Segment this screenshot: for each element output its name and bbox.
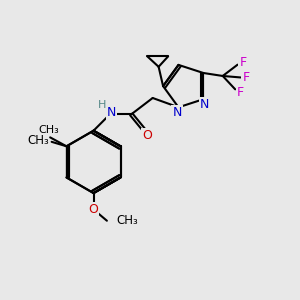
Text: CH₃: CH₃ [27,134,49,147]
Text: F: F [237,86,244,99]
Text: H: H [98,100,106,110]
Text: F: F [239,56,247,69]
Text: O: O [142,129,152,142]
Text: CH₃: CH₃ [38,125,59,135]
Text: N: N [172,106,182,119]
Text: F: F [242,71,250,84]
Text: N: N [107,106,116,119]
Text: N: N [200,98,210,111]
Text: O: O [88,203,98,216]
Text: CH₃: CH₃ [116,214,138,227]
